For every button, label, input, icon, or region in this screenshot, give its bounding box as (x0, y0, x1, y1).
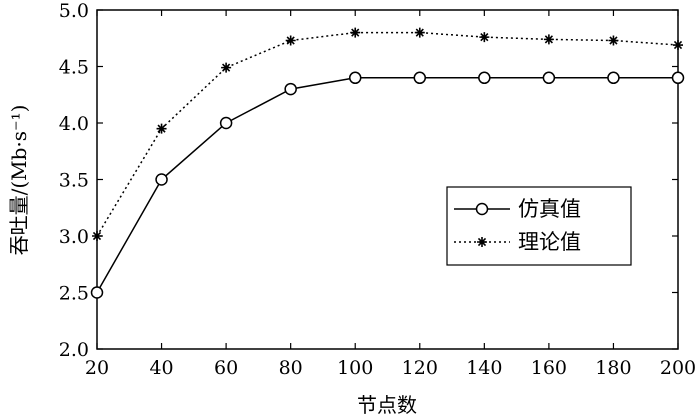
legend-marker-sim (475, 202, 489, 216)
x-tick-label: 20 (85, 357, 109, 379)
data-point-theoretical (92, 231, 102, 241)
ticks-layer: 20 40 60 80 100 120 140 160 180 200 2.0 2.5 3.0 3.5 4.… (59, 0, 696, 379)
legend-box (446, 186, 632, 266)
x-tick-label: 80 (279, 357, 303, 379)
x-tick-label: 180 (595, 357, 631, 379)
data-point-theoretical (414, 27, 425, 38)
data-point-simulated (155, 173, 168, 186)
x-tick-label: 60 (214, 357, 238, 379)
x-tick-label: 160 (531, 357, 567, 379)
data-point-simulated (219, 116, 233, 130)
y-tick-label: 5.0 (59, 0, 89, 22)
data-point-simulated (284, 82, 297, 96)
x-tick-label: 120 (402, 357, 438, 379)
y-tick-label: 3.0 (59, 226, 89, 248)
y-tick-label: 2.5 (59, 283, 89, 305)
star-icon (477, 237, 487, 247)
x-tick-label: 40 (149, 357, 173, 379)
series-line-theoretical (96, 31, 679, 237)
data-point-theoretical (350, 27, 361, 38)
data-point-simulated (671, 71, 685, 85)
legend-label-sim: 仿真值 (518, 197, 581, 221)
x-tick-label: 200 (660, 357, 696, 379)
data-point-theoretical (543, 34, 554, 45)
data-point-theoretical (479, 32, 490, 43)
y-tick-label: 2.0 (59, 339, 89, 361)
plot-area (96, 9, 679, 350)
data-point-simulated (413, 71, 427, 85)
data-point-theoretical (156, 123, 167, 134)
data-point-simulated (348, 71, 362, 85)
data-point-simulated (542, 71, 556, 85)
data-point-theoretical (608, 35, 619, 46)
y-axis-title: 吞吐量/(Mb·s⁻¹) (7, 105, 31, 256)
data-point-simulated (478, 71, 491, 85)
y-tick-label: 4.0 (59, 113, 89, 135)
legend-marker-theory (477, 237, 487, 247)
series-line-simulated (96, 77, 678, 293)
data-point-theoretical (673, 40, 683, 51)
legend-label-theory: 理论值 (518, 230, 581, 254)
data-point-theoretical (221, 62, 232, 73)
data-point-theoretical (285, 35, 296, 46)
data-point-simulated (607, 71, 620, 85)
legend: 仿真值 理论值 (446, 186, 632, 266)
y-tick-label: 4.5 (59, 57, 89, 79)
x-tick-label: 140 (466, 357, 502, 379)
x-axis-title: 节点数 (357, 393, 417, 417)
x-tick-label: 100 (337, 357, 373, 379)
series-layer (90, 27, 685, 299)
y-tick-label: 3.5 (59, 170, 89, 192)
data-point-simulated (90, 286, 104, 299)
